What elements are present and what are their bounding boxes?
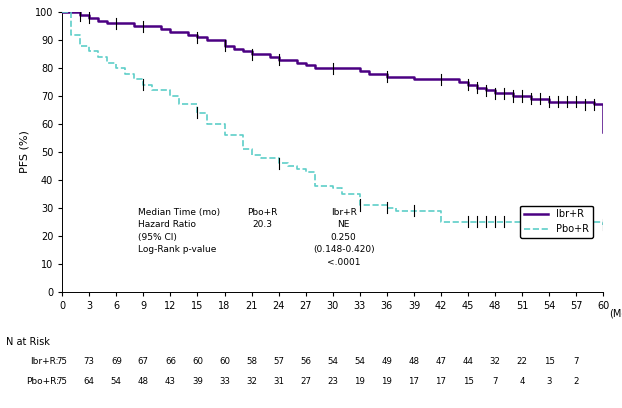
Text: 32: 32: [246, 377, 257, 386]
Text: 56: 56: [300, 357, 311, 366]
Text: 7: 7: [493, 377, 498, 386]
Text: Median Time (mo)
Hazard Ratio
(95% CI)
Log-Rank p-value: Median Time (mo) Hazard Ratio (95% CI) L…: [138, 208, 220, 254]
Text: 31: 31: [273, 377, 284, 386]
Text: 48: 48: [409, 357, 419, 366]
Text: 64: 64: [84, 377, 95, 386]
Text: 54: 54: [355, 357, 365, 366]
Text: Pbo+R
20.3: Pbo+R 20.3: [247, 208, 277, 229]
Text: 75: 75: [57, 377, 68, 386]
Text: 33: 33: [219, 377, 230, 386]
Text: Ibr+R
NE
0.250
(0.148-0.420)
<.0001: Ibr+R NE 0.250 (0.148-0.420) <.0001: [313, 208, 374, 267]
Text: 44: 44: [463, 357, 473, 366]
Text: 73: 73: [84, 357, 95, 366]
Text: 23: 23: [327, 377, 338, 386]
Text: 60: 60: [219, 357, 230, 366]
Text: 60: 60: [192, 357, 203, 366]
Text: 57: 57: [273, 357, 284, 366]
Text: 47: 47: [435, 357, 447, 366]
Text: 19: 19: [381, 377, 392, 386]
Text: 39: 39: [192, 377, 203, 386]
Text: 69: 69: [111, 357, 122, 366]
Text: Ibr+R:: Ibr+R:: [30, 357, 59, 366]
Text: (Month): (Month): [609, 308, 622, 319]
Text: N at Risk: N at Risk: [6, 337, 50, 347]
Text: 2: 2: [573, 377, 579, 386]
Text: 17: 17: [435, 377, 447, 386]
Text: 7: 7: [573, 357, 579, 366]
Text: 66: 66: [165, 357, 176, 366]
Text: 15: 15: [544, 357, 555, 366]
Text: 54: 54: [327, 357, 338, 366]
Text: 15: 15: [463, 377, 473, 386]
Text: 27: 27: [300, 377, 311, 386]
Text: 67: 67: [138, 357, 149, 366]
Text: 54: 54: [111, 377, 122, 386]
Text: 75: 75: [57, 357, 68, 366]
Text: 43: 43: [165, 377, 176, 386]
Text: 17: 17: [409, 377, 419, 386]
Text: 48: 48: [138, 377, 149, 386]
Text: 19: 19: [355, 377, 365, 386]
Legend: Ibr+R, Pbo+R: Ibr+R, Pbo+R: [520, 206, 593, 238]
Text: 4: 4: [519, 377, 525, 386]
Text: 58: 58: [246, 357, 257, 366]
Text: 22: 22: [517, 357, 527, 366]
Y-axis label: PFS (%): PFS (%): [19, 131, 29, 173]
Text: Pbo+R:: Pbo+R:: [26, 377, 59, 386]
Text: 32: 32: [490, 357, 501, 366]
Text: 49: 49: [381, 357, 392, 366]
Text: 3: 3: [547, 377, 552, 386]
